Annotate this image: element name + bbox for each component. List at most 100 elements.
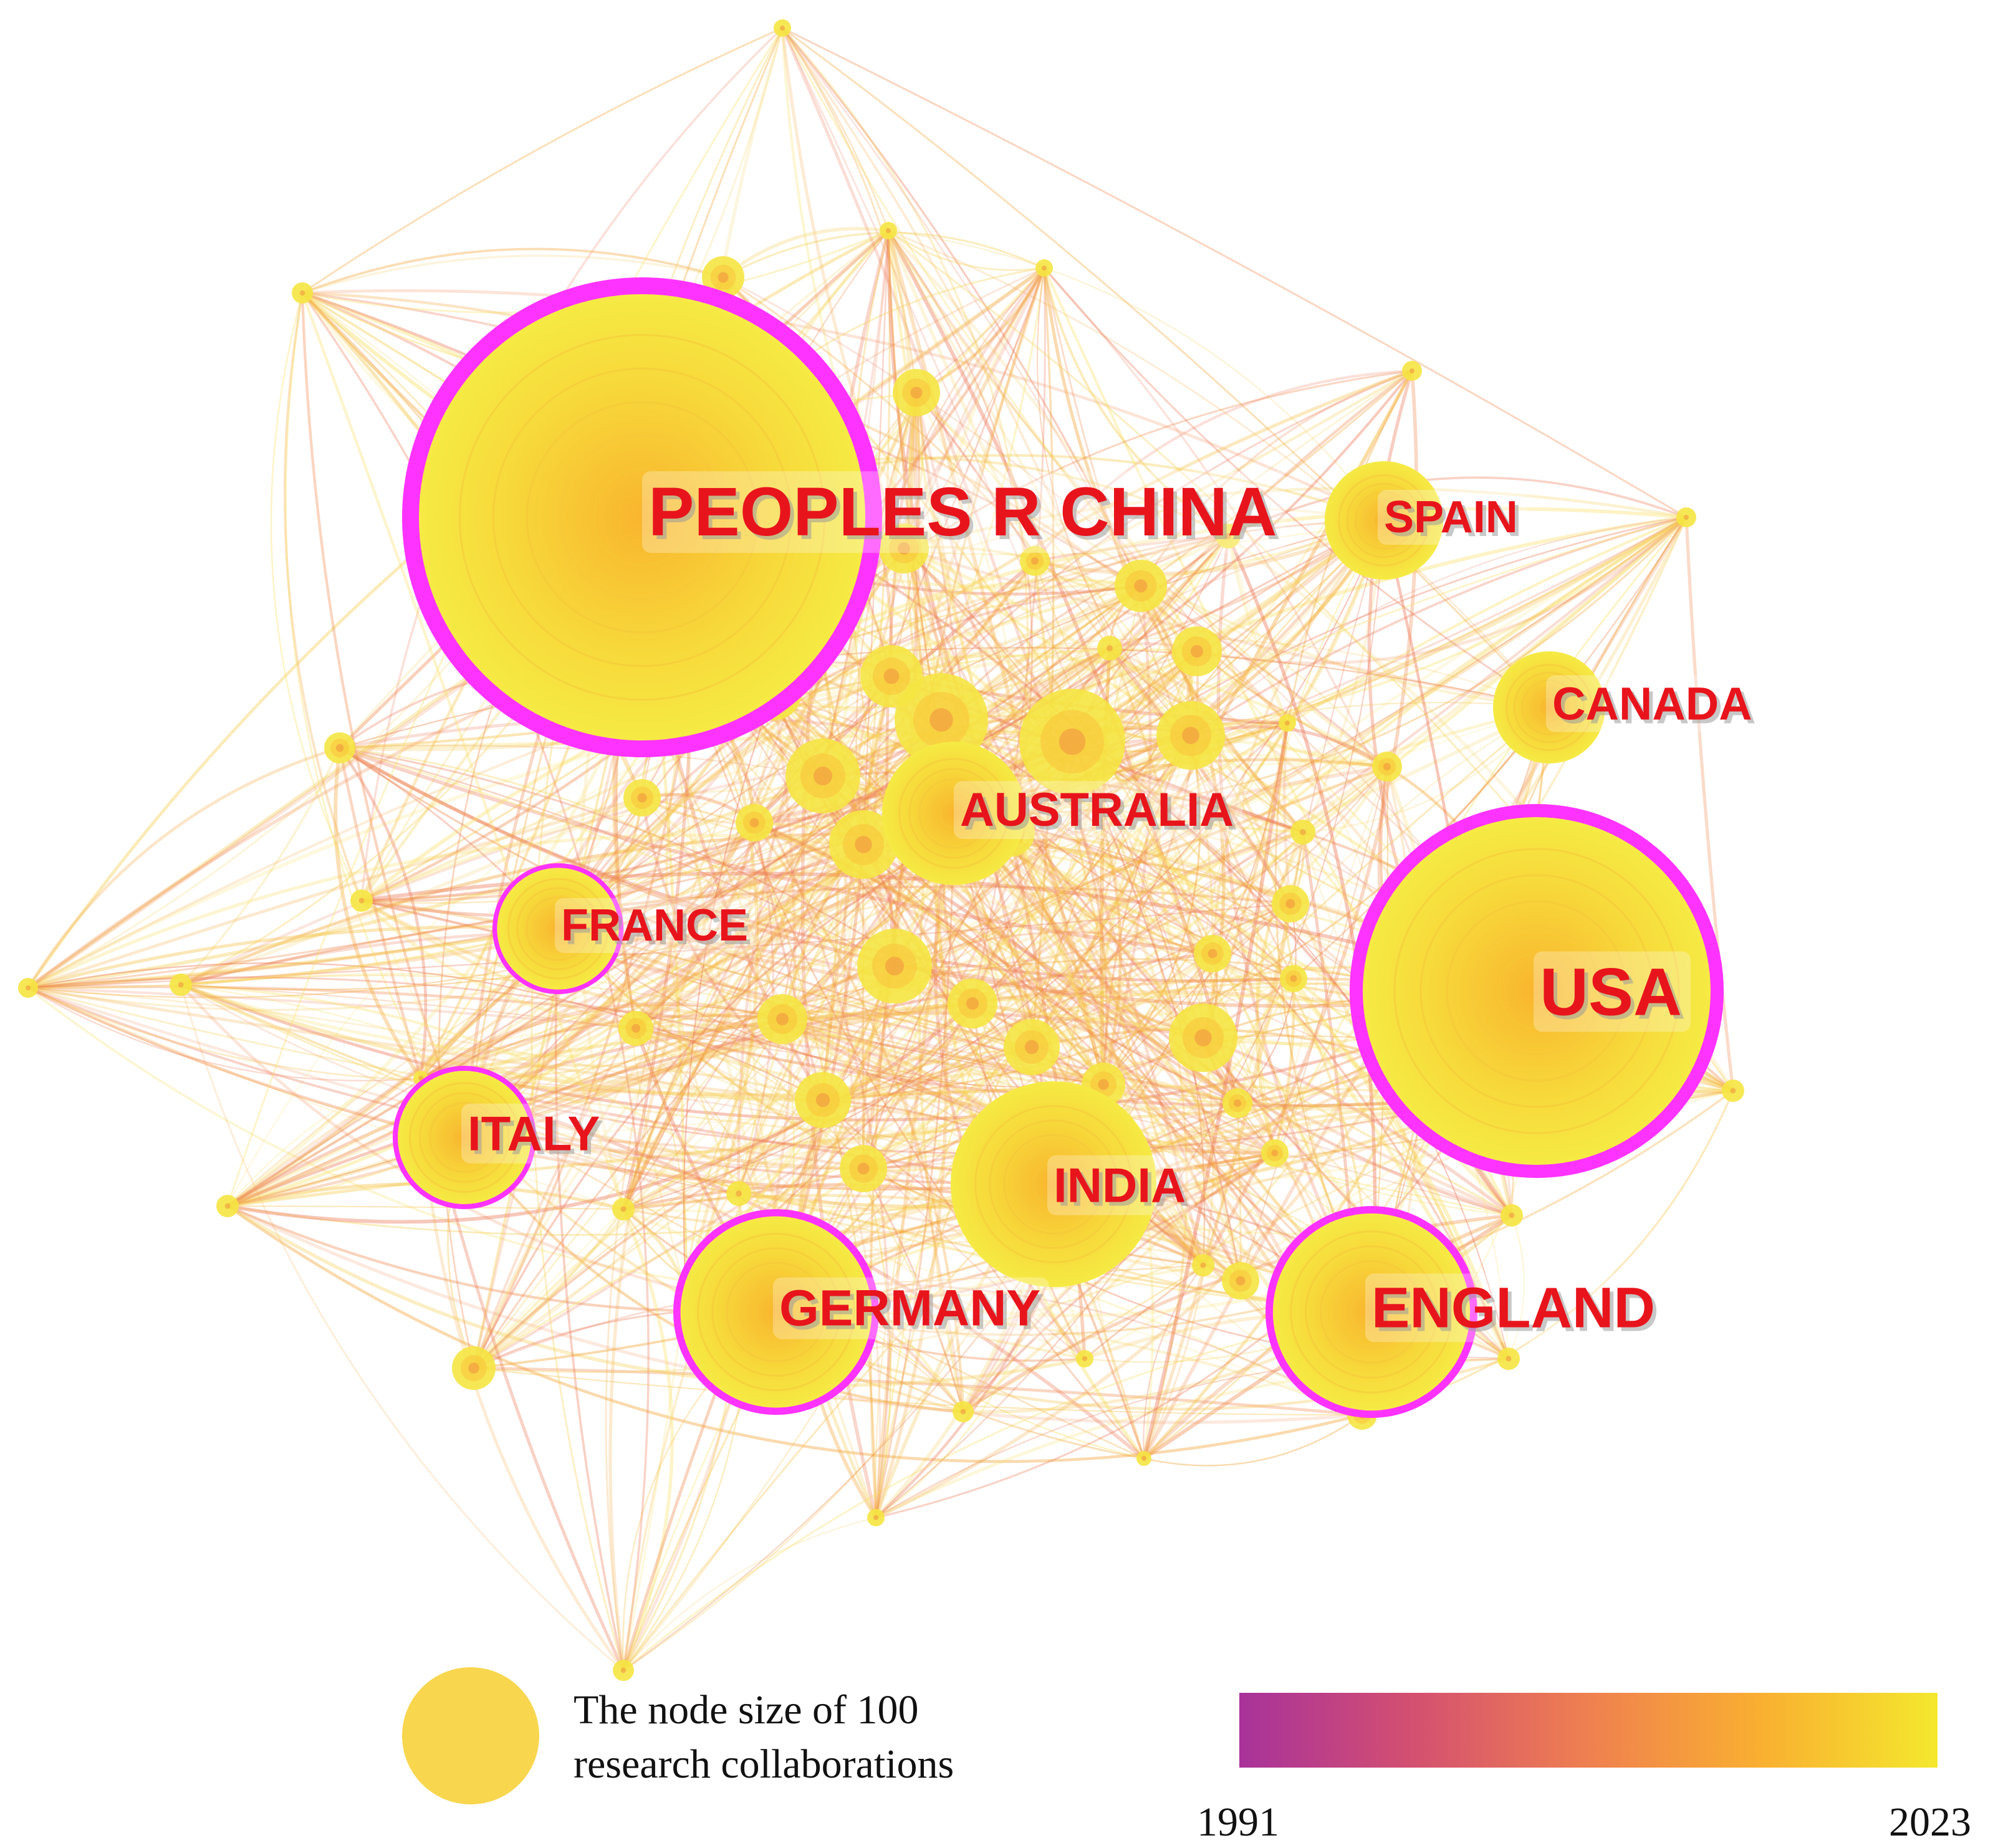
collaboration-edge bbox=[780, 27, 1239, 1104]
collaboration-edge bbox=[361, 647, 1111, 902]
country-label-shadow: PEOPLES R CHINA bbox=[652, 477, 1280, 554]
collaboration-edge bbox=[887, 229, 1388, 768]
collaboration-edge bbox=[283, 292, 363, 901]
collaboration-edge bbox=[227, 812, 955, 1208]
collaboration-edge bbox=[1103, 1083, 1275, 1154]
collaboration-edge bbox=[27, 987, 1372, 1313]
country-node-small bbox=[1272, 885, 1309, 922]
collaboration-edge bbox=[722, 227, 889, 279]
collaboration-edge bbox=[1009, 830, 1292, 906]
collaboration-edge bbox=[420, 719, 943, 1080]
collaboration-edge bbox=[227, 1002, 974, 1224]
collaboration-edge bbox=[665, 685, 740, 1194]
collaboration-edge bbox=[623, 1311, 1372, 1672]
collaboration-edge bbox=[554, 928, 625, 1671]
collaboration-edge bbox=[822, 707, 1550, 1101]
collaboration-edge bbox=[862, 1168, 964, 1412]
country-node-italy bbox=[393, 1066, 536, 1209]
collaboration-edge bbox=[180, 984, 1512, 1217]
country-node-small bbox=[1156, 701, 1225, 770]
collaboration-edge bbox=[623, 902, 1291, 1210]
country-node-canada bbox=[1493, 651, 1605, 764]
country-node-small bbox=[1169, 1003, 1237, 1072]
collaboration-edge bbox=[1084, 1264, 1204, 1360]
collaboration-edge bbox=[962, 1152, 1276, 1413]
collaboration-edge bbox=[1256, 520, 1385, 1154]
country-node-small bbox=[757, 994, 807, 1044]
collaboration-edge bbox=[360, 507, 1687, 902]
collaboration-edge bbox=[623, 1183, 1242, 1283]
collaboration-edge bbox=[862, 267, 1046, 845]
collaboration-edge bbox=[752, 547, 905, 823]
collaboration-edge bbox=[226, 1205, 1363, 1463]
collaboration-edge bbox=[1226, 535, 1377, 1313]
collaboration-edge bbox=[1140, 585, 1388, 768]
collaboration-edge bbox=[226, 1011, 1204, 1208]
collaboration-edge bbox=[27, 987, 1204, 1298]
collaboration-edge bbox=[781, 27, 1142, 586]
collaboration-edge bbox=[963, 1264, 1204, 1413]
country-node-small bbox=[170, 974, 192, 996]
collaboration-edge bbox=[822, 1046, 1032, 1101]
collaboration-edge bbox=[27, 987, 421, 1082]
country-node-small bbox=[618, 1011, 653, 1046]
collaboration-edge bbox=[940, 535, 1229, 721]
collaboration-edge bbox=[27, 721, 1288, 990]
collaboration-edge bbox=[180, 796, 643, 987]
collaboration-edge bbox=[473, 813, 954, 1369]
collaboration-edge bbox=[473, 519, 1385, 1369]
collaboration-edge bbox=[775, 515, 1688, 1313]
collaboration-edge bbox=[27, 987, 624, 1210]
country-label-backdrop bbox=[555, 898, 757, 954]
collaboration-edge bbox=[972, 977, 1294, 1020]
collaboration-edge bbox=[180, 984, 739, 1195]
country-label-backdrop bbox=[461, 1103, 609, 1164]
collaboration-edge bbox=[473, 1367, 1363, 1416]
collaboration-edge bbox=[557, 707, 1550, 929]
collaboration-edge bbox=[772, 691, 1304, 833]
collaboration-edge bbox=[874, 813, 956, 1518]
collaboration-edge bbox=[1236, 831, 1305, 1104]
collaboration-edge bbox=[420, 1002, 973, 1080]
collaboration-edge bbox=[622, 585, 1142, 1671]
collaboration-edge bbox=[915, 391, 1550, 709]
collaboration-edge bbox=[334, 747, 423, 1080]
collaboration-edge bbox=[781, 27, 1538, 992]
collaboration-edge bbox=[891, 637, 1550, 708]
timeline-end-label: 2023 bbox=[1889, 1799, 1971, 1845]
collaboration-edge bbox=[473, 1045, 1032, 1369]
collaboration-edge bbox=[270, 292, 363, 901]
collaboration-edge bbox=[180, 885, 1291, 986]
collaboration-edge bbox=[1203, 707, 1550, 1038]
collaboration-edge bbox=[464, 734, 1192, 1139]
collaboration-edge bbox=[302, 27, 783, 294]
collaboration-edge bbox=[473, 734, 1191, 1369]
collaboration-edge bbox=[849, 230, 1055, 1185]
country-node-small bbox=[1279, 714, 1296, 732]
collaboration-edge bbox=[180, 984, 1372, 1313]
collaboration-edge bbox=[227, 843, 865, 1208]
collaboration-edge bbox=[641, 797, 1105, 1086]
collaboration-edge bbox=[27, 976, 1372, 1313]
country-node-small bbox=[736, 804, 773, 841]
collaboration-edge bbox=[605, 691, 774, 1671]
collaboration-edge bbox=[635, 370, 1413, 1029]
collaboration-edge bbox=[862, 516, 1688, 1170]
collaboration-edge bbox=[531, 27, 784, 1671]
collaboration-edge bbox=[886, 229, 1239, 1104]
country-node-france bbox=[492, 863, 623, 994]
country-node-small bbox=[1194, 935, 1231, 972]
collaboration-edge bbox=[300, 292, 466, 1138]
collaboration-edge bbox=[1102, 735, 1201, 1085]
collaboration-edge bbox=[747, 822, 877, 1518]
collaboration-edge bbox=[473, 1208, 625, 1369]
collaboration-edge bbox=[180, 984, 624, 1672]
country-node-small bbox=[1115, 560, 1167, 612]
collaboration-edge bbox=[1109, 648, 1291, 904]
collaboration-edge bbox=[903, 547, 1550, 709]
collaboration-edge bbox=[226, 1204, 1085, 1387]
collaboration-edge bbox=[875, 813, 955, 1518]
